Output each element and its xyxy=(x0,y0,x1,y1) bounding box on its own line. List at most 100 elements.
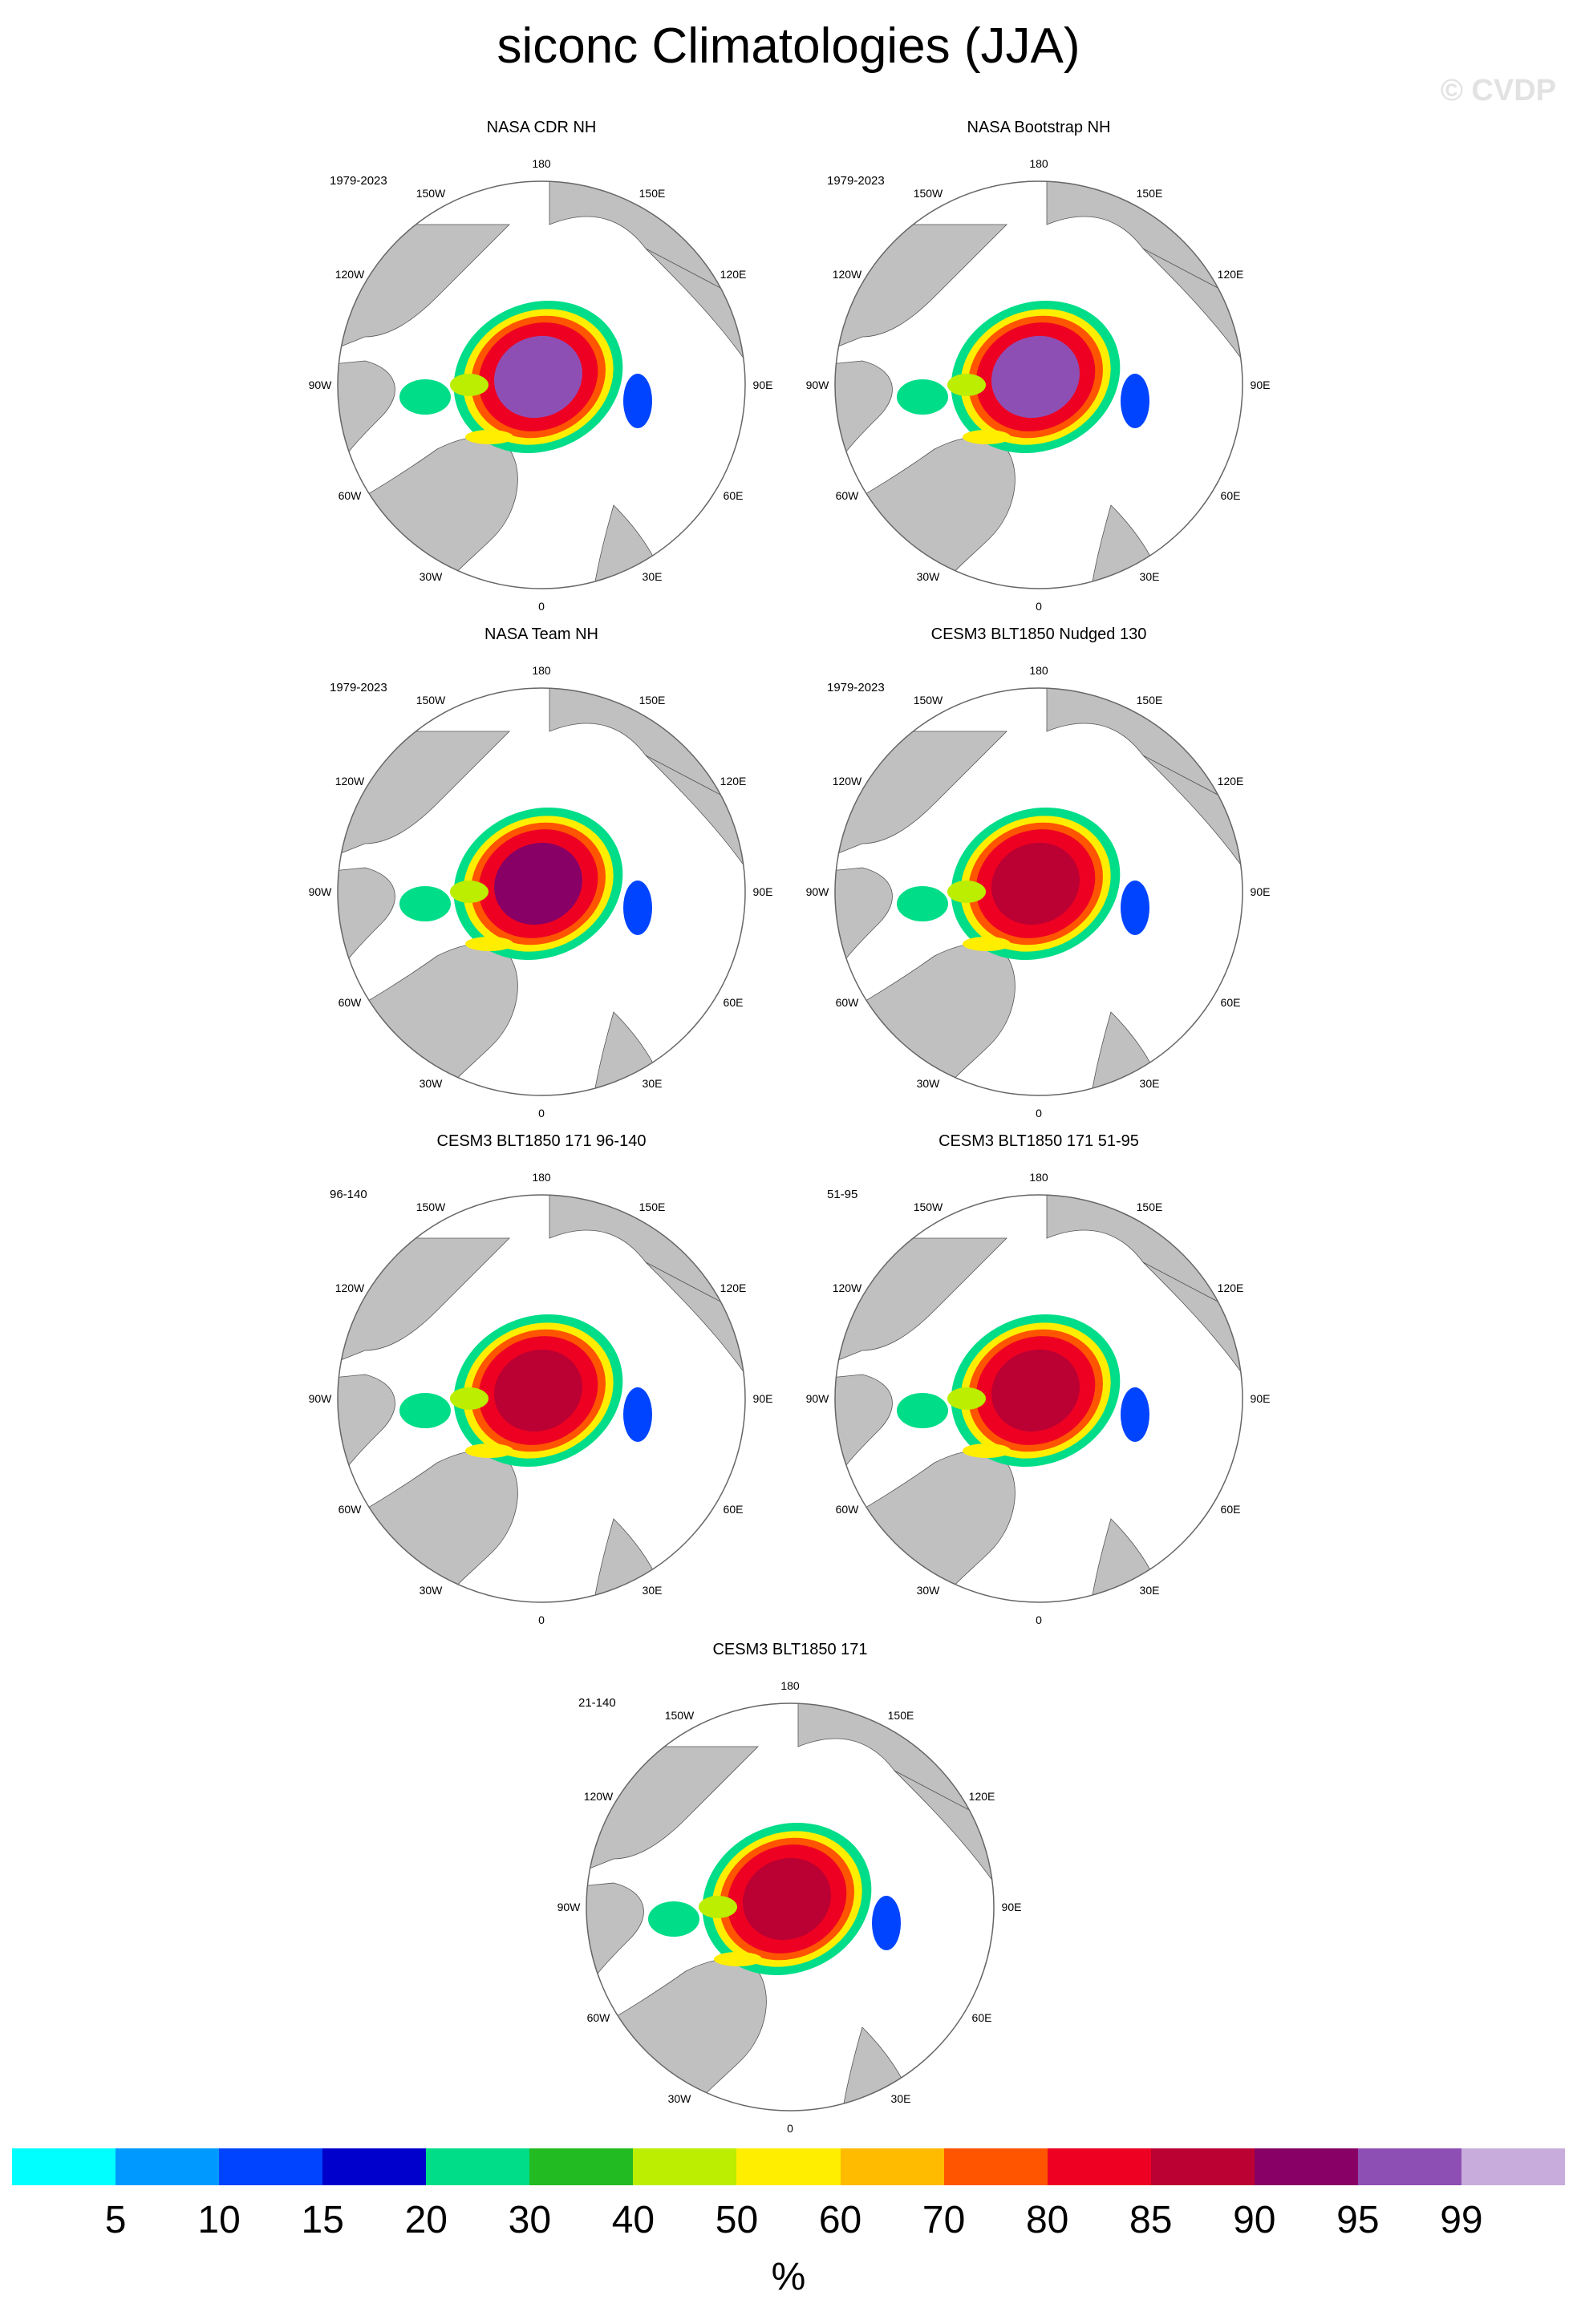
colorbar-box xyxy=(1254,2148,1359,2185)
ice-patch xyxy=(1121,881,1149,935)
map-panel: NASA Team NH 1979-2023 180 150E 120E 90E 60E 30… xyxy=(285,626,798,1148)
ice-patch xyxy=(450,1387,489,1410)
longitude-label: 60E xyxy=(724,489,744,502)
ice-patch xyxy=(1121,374,1149,428)
longitude-label: 150W xyxy=(914,187,943,200)
ice-patch xyxy=(699,1896,737,1918)
period-label: 1979-2023 xyxy=(827,681,885,694)
ice-patch xyxy=(897,886,948,921)
ice-concentration-band xyxy=(494,335,582,419)
longitude-label: 150E xyxy=(639,1200,666,1213)
longitude-label: 120E xyxy=(969,1790,995,1803)
longitude-label: 30E xyxy=(891,2092,911,2105)
longitude-label: 150E xyxy=(1137,187,1163,200)
period-label: 51-95 xyxy=(827,1188,858,1201)
longitude-label: 30W xyxy=(668,2092,692,2105)
map-panel: CESM3 BLT1850 171 51-95 51-95 180 150E 120E 9… xyxy=(782,1132,1295,1655)
ice-patch xyxy=(963,430,1011,444)
longitude-label: 0 xyxy=(1036,1107,1042,1119)
sea-ice-field xyxy=(897,807,1149,961)
map-panel: CESM3 BLT1850 171 96-140 96-140 180 150E 120… xyxy=(285,1132,798,1655)
longitude-label: 60E xyxy=(724,996,744,1009)
longitude-label: 90W xyxy=(806,1392,830,1405)
ice-patch xyxy=(623,881,652,935)
longitude-label: 120E xyxy=(720,268,747,281)
ice-concentration-band xyxy=(494,842,582,925)
panel-title: CESM3 BLT1850 171 51-95 xyxy=(938,1132,1139,1150)
ice-patch xyxy=(897,1393,948,1428)
colorbar-box xyxy=(633,2148,737,2185)
sea-ice-field xyxy=(897,1314,1149,1468)
longitude-label: 30E xyxy=(643,570,663,583)
longitude-label: 150E xyxy=(1137,1200,1163,1213)
colorbar-box xyxy=(1150,2148,1255,2185)
longitude-label: 120W xyxy=(335,775,365,787)
longitude-label: 120E xyxy=(1218,775,1244,787)
map-boundary xyxy=(834,1194,1243,1603)
panel-title: NASA Bootstrap NH xyxy=(967,119,1111,136)
longitude-label: 30E xyxy=(1140,1584,1160,1597)
colorbar-box xyxy=(12,2148,116,2185)
map-boundary xyxy=(337,1194,746,1603)
polar-map: 180 150E 120E 90E 60E 30E 0 30W 60W 90W 120W 150W xyxy=(806,664,1271,1119)
colorbar-tick-label: 85 xyxy=(1129,2199,1173,2241)
cvdp-watermark: © CVDP xyxy=(1440,74,1556,107)
colorbar-box xyxy=(322,2148,427,2185)
colorbar-units: % xyxy=(771,2256,806,2298)
colorbar-box xyxy=(426,2148,530,2185)
ice-patch xyxy=(714,1952,762,1966)
longitude-label: 90E xyxy=(1002,1901,1022,1913)
panel-title: CESM3 BLT1850 Nudged 130 xyxy=(930,626,1147,643)
longitude-label: 90E xyxy=(1251,1392,1271,1405)
panel-title: NASA Team NH xyxy=(484,626,598,643)
panel-title: NASA CDR NH xyxy=(486,119,597,136)
longitude-label: 30E xyxy=(643,1584,663,1597)
longitude-label: 120E xyxy=(1218,268,1244,281)
longitude-label: 150E xyxy=(888,1709,914,1722)
ice-patch xyxy=(897,379,948,415)
longitude-label: 60E xyxy=(972,2011,992,2024)
longitude-label: 180 xyxy=(532,664,551,677)
longitude-label: 90E xyxy=(1251,885,1271,898)
ice-concentration-band xyxy=(991,335,1080,419)
longitude-label: 60W xyxy=(836,1503,860,1516)
longitude-label: 30W xyxy=(917,1077,941,1090)
ice-patch xyxy=(623,1387,652,1442)
longitude-label: 60W xyxy=(339,1503,363,1516)
ice-patch xyxy=(399,886,451,921)
colorbar-tick-label: 70 xyxy=(922,2199,966,2241)
longitude-label: 90E xyxy=(1251,379,1271,391)
colorbar-box xyxy=(943,2148,1048,2185)
colorbar-box xyxy=(219,2148,323,2185)
map-panel: NASA Bootstrap NH 1979-2023 180 150E 120E 90E… xyxy=(782,119,1295,642)
longitude-label: 30W xyxy=(420,570,444,583)
colorbar-tick-label: 60 xyxy=(818,2199,862,2241)
ice-patch xyxy=(947,374,986,396)
map-boundary xyxy=(834,687,1243,1096)
longitude-label: 30E xyxy=(1140,570,1160,583)
sea-ice-field xyxy=(897,300,1149,454)
ice-concentration-band xyxy=(494,1349,582,1432)
longitude-label: 150W xyxy=(416,694,446,707)
colorbar-tick-label: 20 xyxy=(404,2199,448,2241)
map-panel: CESM3 BLT1850 Nudged 130 1979-2023 180 150E… xyxy=(782,626,1295,1148)
longitude-label: 150W xyxy=(665,1709,695,1722)
map-panel: CESM3 BLT1850 171 21-140 180 150E 120E 90E 60E… xyxy=(533,1641,1047,2164)
longitude-label: 30W xyxy=(420,1584,444,1597)
colorbar-tick-label: 5 xyxy=(104,2199,127,2241)
ice-patch xyxy=(623,374,652,428)
longitude-label: 150W xyxy=(416,187,446,200)
longitude-label: 0 xyxy=(1036,1613,1042,1626)
longitude-label: 60W xyxy=(836,489,860,502)
longitude-label: 150E xyxy=(639,694,666,707)
longitude-label: 90W xyxy=(309,1392,333,1405)
ice-concentration-band xyxy=(991,1349,1080,1432)
ice-patch xyxy=(399,379,451,415)
longitude-label: 90E xyxy=(753,379,773,391)
map-boundary xyxy=(337,687,746,1096)
polar-map: 180 150E 120E 90E 60E 30E 0 30W 60W 90W 120W 150W xyxy=(806,1171,1271,1626)
map-boundary xyxy=(586,1703,995,2111)
period-label: 1979-2023 xyxy=(827,174,885,188)
colorbar-tick-label: 95 xyxy=(1336,2199,1380,2241)
longitude-label: 30E xyxy=(643,1077,663,1090)
